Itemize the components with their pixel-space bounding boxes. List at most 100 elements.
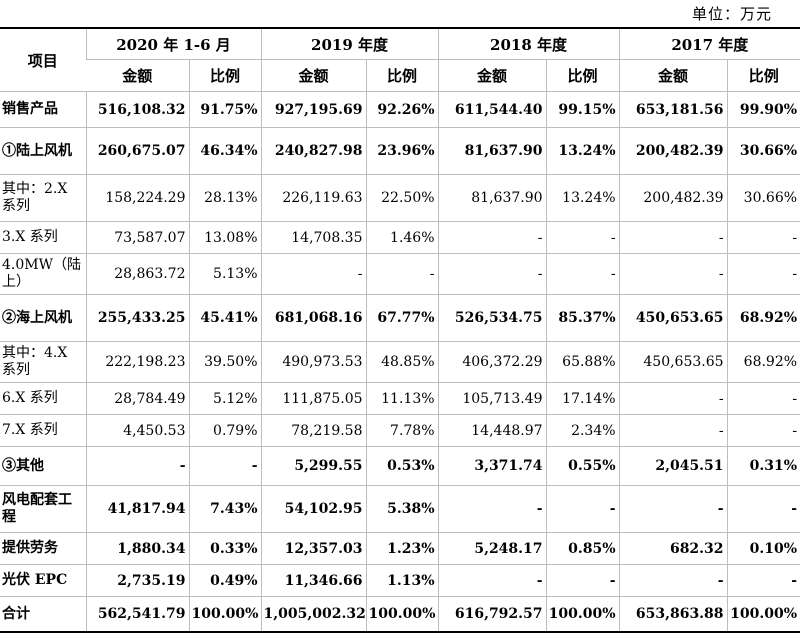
ratio-cell: - (726, 485, 800, 533)
amount-cell: 200,482.39 (618, 174, 728, 222)
ratio-cell: 17.14% (545, 382, 620, 415)
amount-cell: 105,713.49 (437, 382, 547, 415)
row-label: ②海上风机 (0, 294, 86, 342)
amount-cell: 562,541.79 (85, 596, 189, 633)
amount-cell: 28,863.72 (85, 253, 189, 295)
ratio-cell: 65.88% (545, 341, 620, 383)
row-label: 7.X 系列 (0, 414, 86, 447)
amount-cell: - (618, 253, 728, 295)
amount-cell: 111,875.05 (260, 382, 367, 415)
header-amount: 金额 (260, 59, 367, 92)
amount-cell: 4,450.53 (85, 414, 189, 447)
ratio-cell: - (726, 414, 800, 447)
amount-cell: 222,198.23 (85, 341, 189, 383)
header-period: 2019 年度 (260, 27, 439, 60)
amount-cell: 14,448.97 (437, 414, 547, 447)
amount-cell: - (260, 253, 367, 295)
table-row: 6.X 系列 28,784.49 5.12% 111,875.05 11.13% 105,… (0, 382, 800, 415)
table-row: 合计 562,541.79 100.00% 1,005,002.32 100.00% 61… (0, 596, 800, 633)
ratio-cell: - (545, 221, 620, 254)
table-row: 提供劳务 1,880.34 0.33% 12,357.03 1.23% 5,248.17 0… (0, 532, 800, 565)
amount-cell: 406,372.29 (437, 341, 547, 383)
amount-cell: - (618, 382, 728, 415)
amount-cell: 516,108.32 (85, 91, 189, 128)
amount-cell: - (85, 446, 189, 486)
row-label: ③其他 (0, 446, 86, 486)
amount-cell: 1,880.34 (85, 532, 189, 565)
ratio-cell: 68.92% (726, 341, 800, 383)
header-amount: 金额 (618, 59, 728, 92)
amount-cell: 653,863.88 (618, 596, 728, 633)
amount-cell: 73,587.07 (85, 221, 189, 254)
amount-cell: 682.32 (618, 532, 728, 565)
ratio-cell: 100.00% (188, 596, 262, 633)
ratio-cell: 48.85% (365, 341, 439, 383)
amount-cell: 490,973.53 (260, 341, 367, 383)
amount-cell: 450,653.65 (618, 341, 728, 383)
amount-cell: 5,248.17 (437, 532, 547, 565)
amount-cell: 12,357.03 (260, 532, 367, 565)
amount-cell: - (437, 485, 547, 533)
amount-cell: 78,219.58 (260, 414, 367, 447)
ratio-cell: 13.24% (545, 127, 620, 175)
ratio-cell: 99.15% (545, 91, 620, 128)
ratio-cell: 100.00% (726, 596, 800, 633)
ratio-cell: 67.77% (365, 294, 439, 342)
ratio-cell: 5.38% (365, 485, 439, 533)
ratio-cell: 5.13% (188, 253, 262, 295)
ratio-cell: 13.24% (545, 174, 620, 222)
ratio-cell: - (726, 253, 800, 295)
ratio-cell: 30.66% (726, 174, 800, 222)
row-label: 销售产品 (0, 91, 86, 128)
amount-cell: - (437, 564, 547, 597)
amount-cell: 2,735.19 (85, 564, 189, 597)
amount-cell: 1,005,002.32 (260, 596, 367, 633)
ratio-cell: - (545, 564, 620, 597)
ratio-cell: 0.10% (726, 532, 800, 565)
row-label: 光伏 EPC (0, 564, 86, 597)
header-ratio: 比例 (365, 59, 439, 92)
ratio-cell: - (726, 221, 800, 254)
table-row: 7.X 系列 4,450.53 0.79% 78,219.58 7.78% 14,448.… (0, 414, 800, 447)
table-row: ②海上风机 255,433.25 45.41% 681,068.16 67.77% 526… (0, 294, 800, 342)
amount-cell: - (437, 221, 547, 254)
ratio-cell: 100.00% (545, 596, 620, 633)
amount-cell: 653,181.56 (618, 91, 728, 128)
ratio-cell: 7.43% (188, 485, 262, 533)
ratio-cell: 13.08% (188, 221, 262, 254)
row-label: 其中：4.X 系列 (0, 341, 86, 383)
ratio-cell: 1.13% (365, 564, 439, 597)
header-period: 2020 年 1-6 月 (85, 27, 262, 60)
ratio-cell: 0.85% (545, 532, 620, 565)
amount-cell: 158,224.29 (85, 174, 189, 222)
amount-cell: - (618, 485, 728, 533)
ratio-cell: 1.46% (365, 221, 439, 254)
amount-cell: 41,817.94 (85, 485, 189, 533)
ratio-cell: 85.37% (545, 294, 620, 342)
ratio-cell: - (726, 564, 800, 597)
ratio-cell: 30.66% (726, 127, 800, 175)
ratio-cell: 22.50% (365, 174, 439, 222)
ratio-cell: 11.13% (365, 382, 439, 415)
ratio-cell: 46.34% (188, 127, 262, 175)
ratio-cell: 39.50% (188, 341, 262, 383)
amount-cell: 927,195.69 (260, 91, 367, 128)
row-label: 风电配套工程 (0, 485, 86, 533)
amount-cell: - (618, 564, 728, 597)
ratio-cell: 2.34% (545, 414, 620, 447)
ratio-cell: 91.75% (188, 91, 262, 128)
row-label: 合计 (0, 596, 86, 633)
amount-cell: 226,119.63 (260, 174, 367, 222)
ratio-cell: 5.12% (188, 382, 262, 415)
row-label: ①陆上风机 (0, 127, 86, 175)
amount-cell: 14,708.35 (260, 221, 367, 254)
header-amount: 金额 (86, 59, 189, 92)
ratio-cell: 99.90% (726, 91, 800, 128)
amount-cell: 255,433.25 (85, 294, 189, 342)
row-label: 3.X 系列 (0, 221, 86, 254)
amount-cell: 28,784.49 (85, 382, 189, 415)
table-row: ③其他 - -5,299.55 0.53% 3,371.74 0.55% 2,045.51 0… (0, 446, 800, 486)
ratio-cell: 0.53% (365, 446, 439, 486)
table-row: 风电配套工程 41,817.94 7.43% 54,102.95 5.38% - - - - (0, 485, 800, 533)
amount-cell: 2,045.51 (618, 446, 728, 486)
